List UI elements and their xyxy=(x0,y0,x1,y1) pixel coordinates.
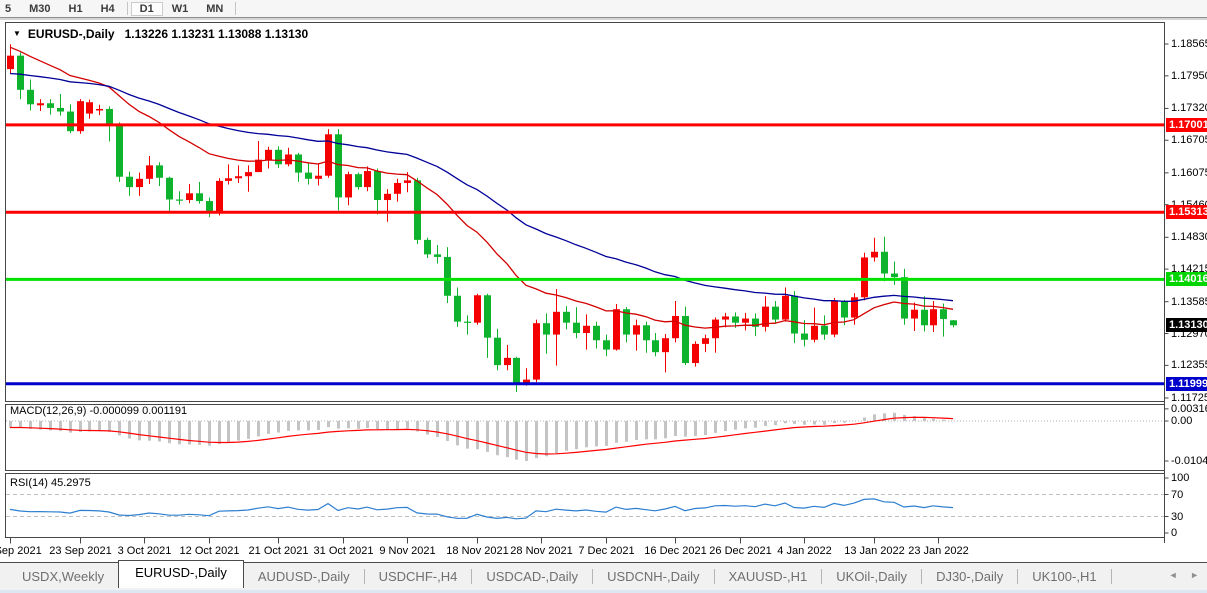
tab-ukoil-daily[interactable]: UKOil-,Daily xyxy=(836,569,908,584)
timeframe-button-5[interactable]: 5 xyxy=(5,2,12,15)
toolbar-divider xyxy=(0,17,1207,20)
tab-dj30-daily[interactable]: DJ30-,Daily xyxy=(936,569,1004,584)
tab-scroll-left-icon[interactable]: ◄ xyxy=(1168,570,1178,580)
timeframe-button-m30[interactable]: M30 xyxy=(29,2,51,15)
timeframe-toolbar: 5 M30 H1 H4 D1 W1 MN xyxy=(0,0,1207,17)
tab-divider xyxy=(1110,569,1112,584)
tab-eurusd-daily[interactable]: EURUSD-,Daily xyxy=(118,559,244,588)
tab-divider xyxy=(592,569,594,584)
chart-symbol-label: EURUSD-,Daily xyxy=(27,27,115,41)
toolbar-separator xyxy=(126,2,128,15)
timeframe-button-h1[interactable]: H1 xyxy=(68,2,83,15)
tab-usdx-weekly[interactable]: USDX,Weekly xyxy=(22,569,105,584)
tab-usdchf-h4[interactable]: USDCHF-,H4 xyxy=(378,569,458,584)
symbol-dropdown-icon[interactable]: ▼ xyxy=(13,29,21,38)
tab-divider xyxy=(821,569,823,584)
timeframe-button-mn[interactable]: MN xyxy=(206,2,224,15)
window-bottom-strip xyxy=(0,590,1207,593)
tab-usdcnh-daily[interactable]: USDCNH-,Daily xyxy=(607,569,700,584)
tab-divider xyxy=(713,569,715,584)
timeframe-button-w1[interactable]: W1 xyxy=(171,2,189,15)
chart-ohlc-values: 1.13226 1.13231 1.13088 1.13130 xyxy=(124,27,309,41)
toolbar-separator xyxy=(235,2,237,15)
tab-scroll-right-icon[interactable]: ► xyxy=(1190,570,1199,580)
timeframe-button-d1[interactable]: D1 xyxy=(130,1,163,16)
rsi-indicator-label: RSI(14) 45.2975 xyxy=(10,477,91,489)
tab-scroll-arrows: ◄ ► xyxy=(1159,570,1199,580)
timeframe-button-h4[interactable]: H4 xyxy=(100,2,115,15)
tab-usdcad-daily[interactable]: USDCAD-,Daily xyxy=(486,569,579,584)
tab-divider xyxy=(471,569,473,584)
chart-tabs-bar: USDX,Weekly EURUSD-,Daily AUDUSD-,Daily USD… xyxy=(0,559,1207,590)
tab-uk100-h1[interactable]: UK100-,H1 xyxy=(1032,569,1097,584)
tab-audusd-daily[interactable]: AUDUSD-,Daily xyxy=(257,569,350,584)
tab-divider xyxy=(1017,569,1019,584)
macd-indicator-label: MACD(12,26,9) -0.000099 0.001191 xyxy=(10,405,188,417)
tab-divider xyxy=(363,569,365,584)
chart-canvas[interactable] xyxy=(0,0,1207,560)
chart-title: ▼ EURUSD-,Daily 1.13226 1.13231 1.13088 1.… xyxy=(13,27,308,41)
tab-divider xyxy=(921,569,923,584)
tab-xauusd-h1[interactable]: XAUUSD-,H1 xyxy=(728,569,808,584)
